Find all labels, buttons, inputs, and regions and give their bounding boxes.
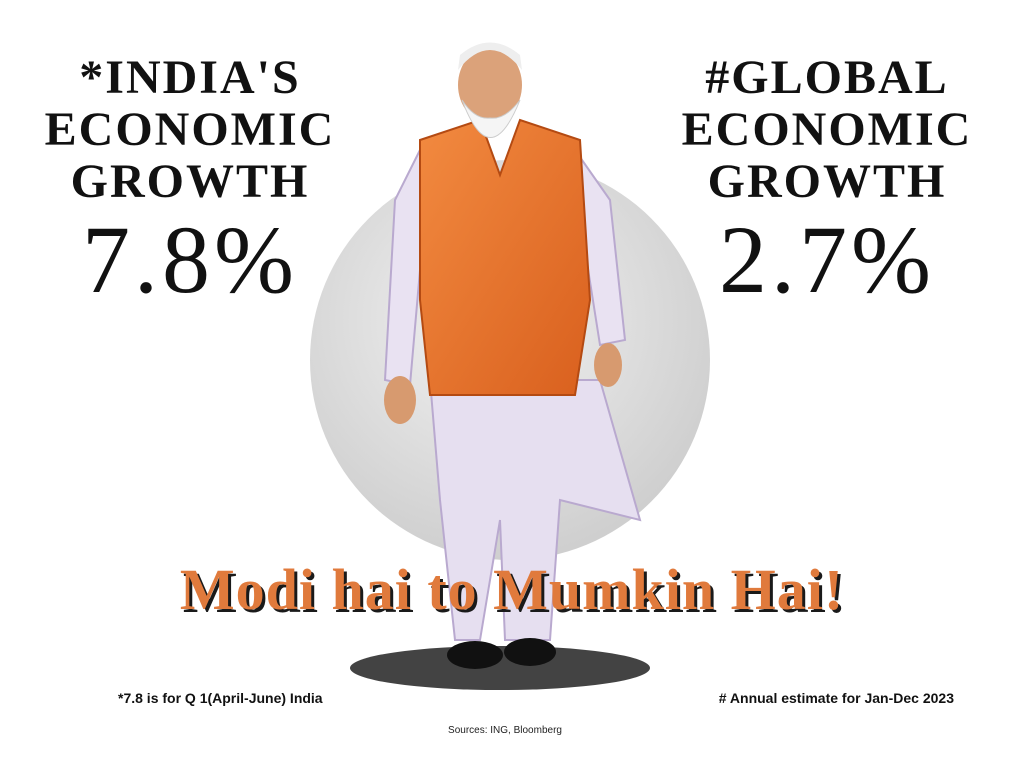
- india-stat: *INDIA'S ECONOMIC GROWTH 7.8%: [25, 52, 355, 310]
- vest: [419, 118, 592, 396]
- right-shoe: [504, 638, 556, 666]
- global-stat: #GLOBAL ECONOMIC GROWTH 2.7%: [662, 52, 992, 310]
- right-hand: [594, 343, 622, 387]
- stat-value: 7.8%: [82, 206, 298, 313]
- hair: [458, 42, 522, 70]
- stat-label: #GLOBAL: [705, 51, 949, 104]
- left-shoe: [447, 641, 503, 669]
- stat-label: GROWTH: [707, 155, 947, 208]
- slogan: Modi hai to Mumkin Hai!: [179, 557, 845, 622]
- beard: [461, 99, 521, 138]
- stat-label: GROWTH: [70, 155, 310, 208]
- face: [458, 47, 522, 123]
- sources: Sources: ING, Bloomberg: [448, 725, 562, 736]
- kurta-lower: [428, 379, 642, 641]
- stat-label: ECONOMIC: [44, 103, 336, 156]
- shadow: [350, 646, 650, 690]
- stat-value: 2.7%: [719, 206, 935, 313]
- stat-label: ECONOMIC: [681, 103, 973, 156]
- footnote: *7.8 is for Q 1(April-June) India: [118, 690, 323, 706]
- footnote: # Annual estimate for Jan-Dec 2023: [718, 690, 954, 706]
- stat-label: *INDIA'S: [79, 51, 301, 104]
- left-hand: [384, 376, 416, 424]
